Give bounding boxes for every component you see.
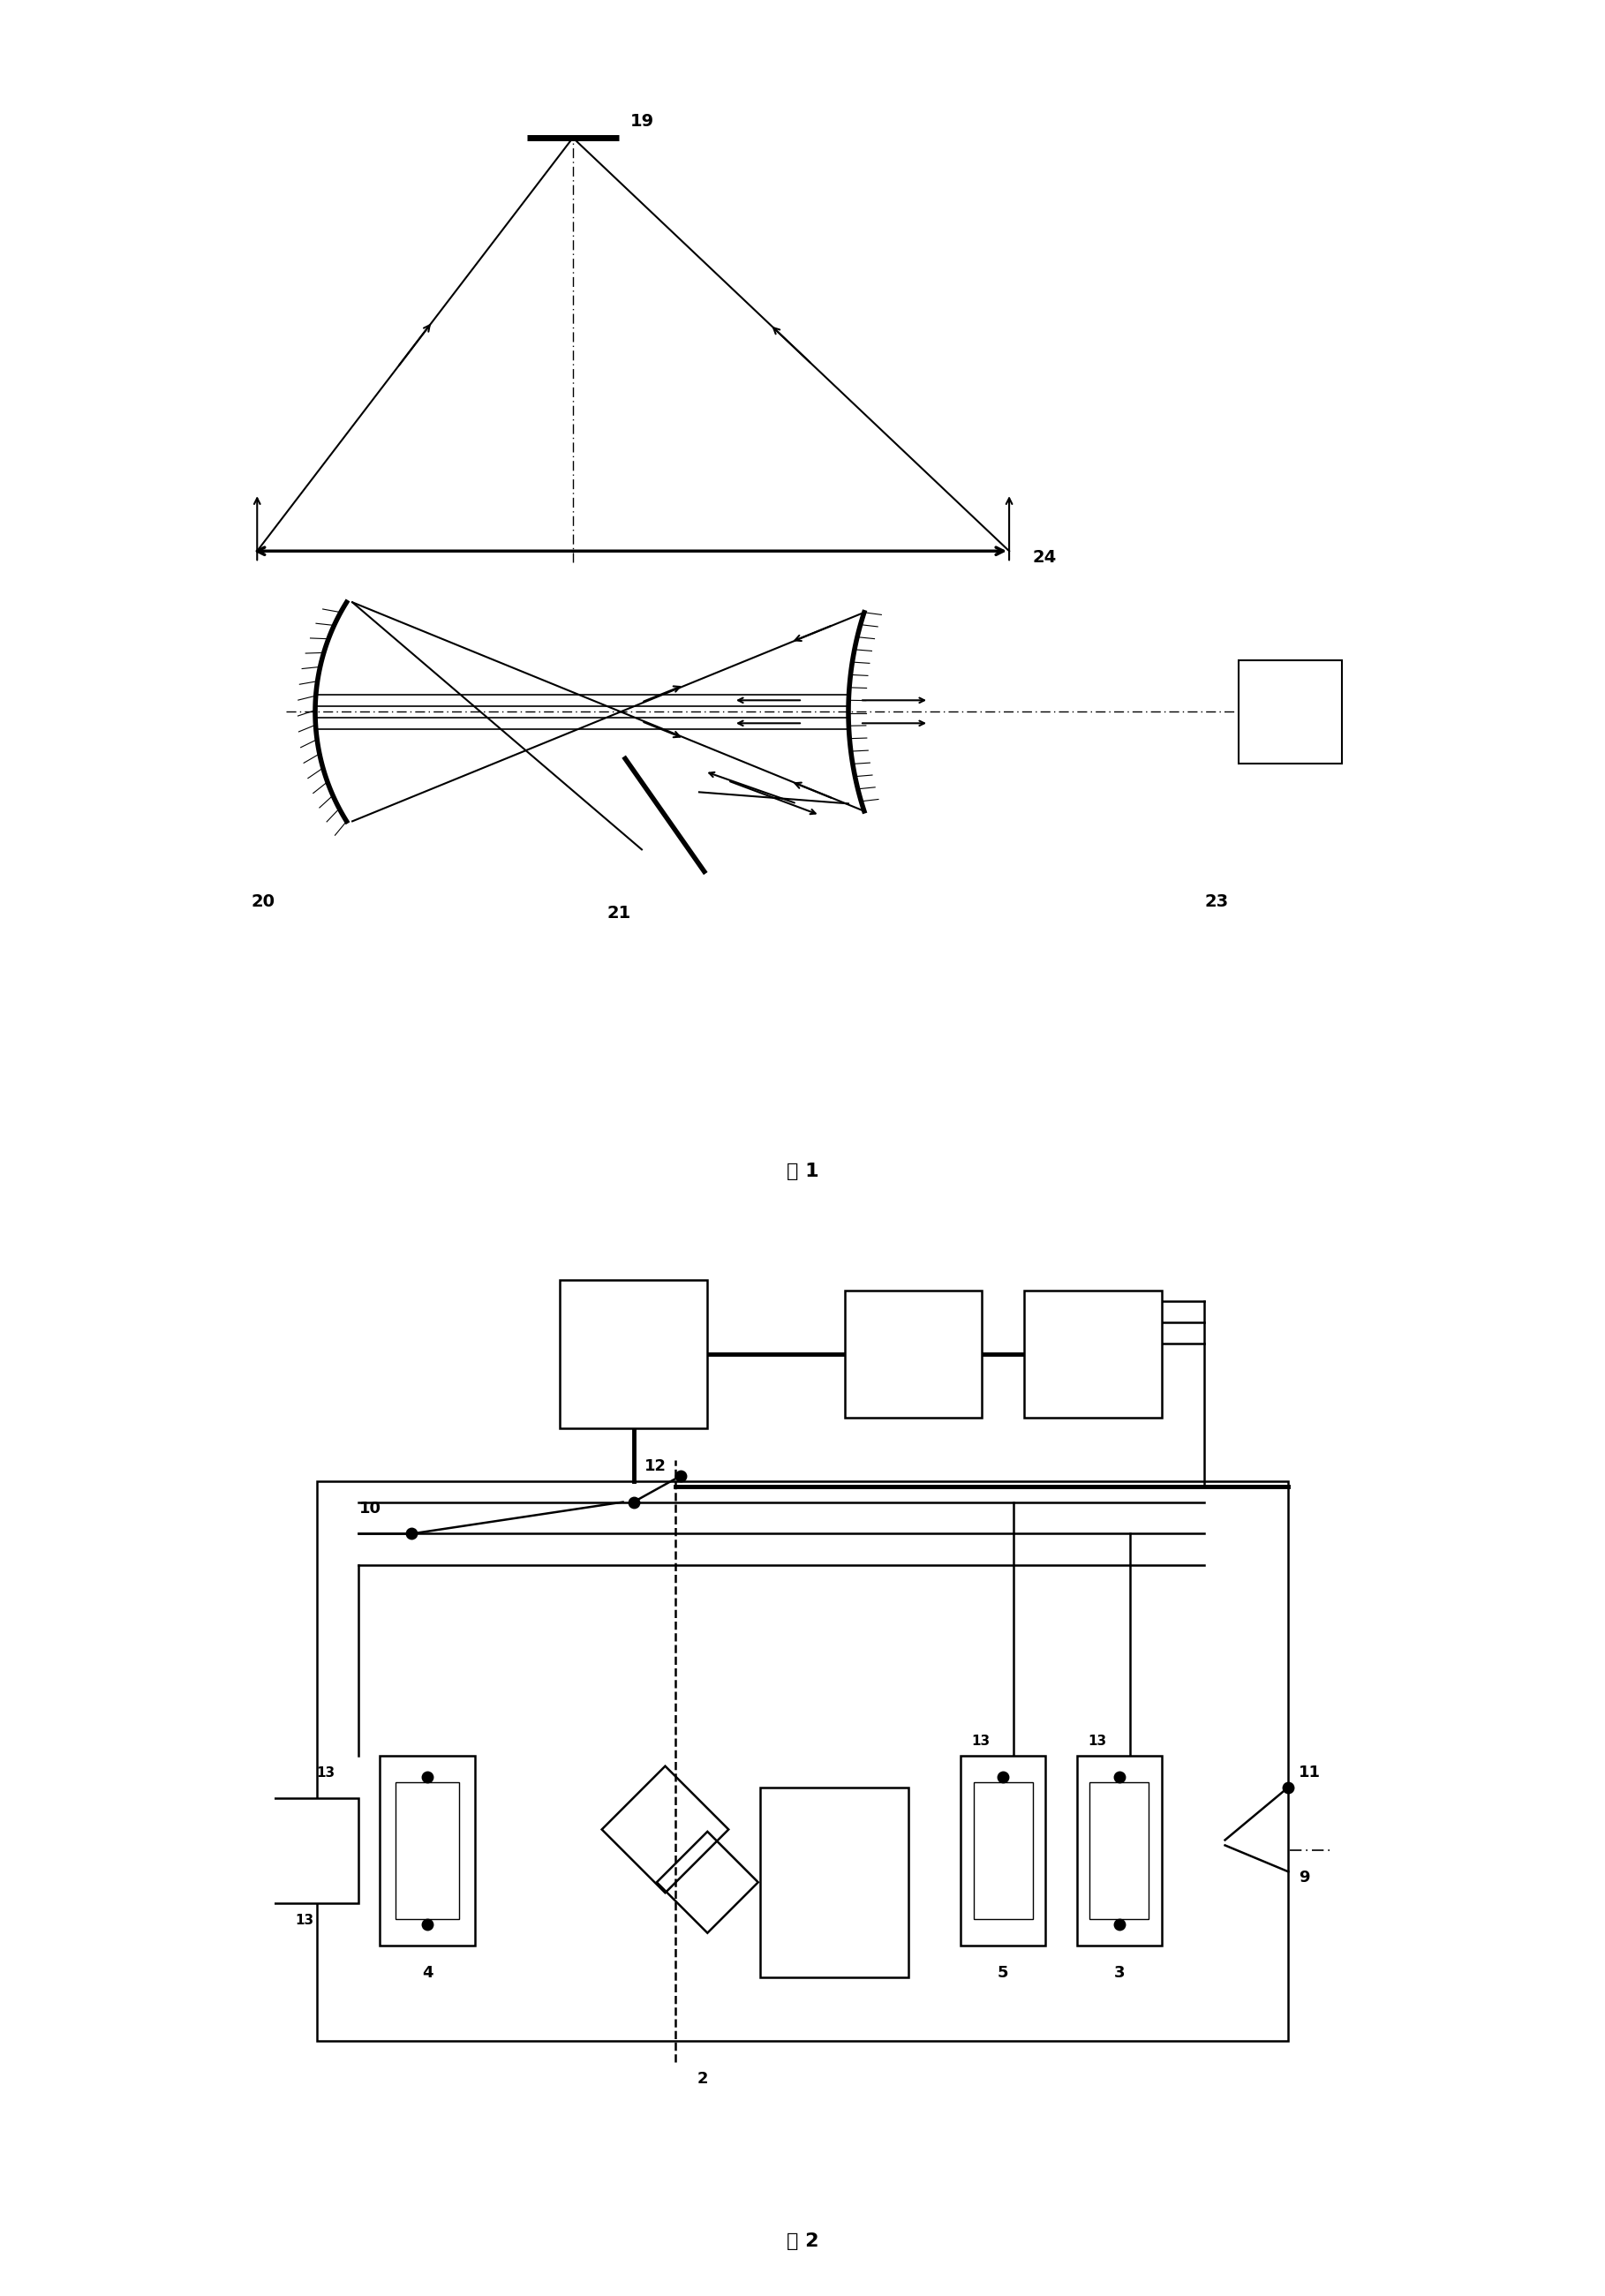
Text: 8: 8 bbox=[828, 1933, 839, 1949]
Bar bbox=[1239, 661, 1342, 762]
Bar bbox=[1090, 1782, 1149, 1919]
Text: 21: 21 bbox=[607, 905, 631, 923]
Text: 13: 13 bbox=[295, 1915, 315, 1926]
Bar bbox=[961, 1756, 1045, 1945]
Bar bbox=[396, 1782, 459, 1919]
Bar bbox=[560, 1281, 708, 1428]
Text: 24: 24 bbox=[1032, 549, 1056, 567]
Bar bbox=[974, 1782, 1032, 1919]
Text: 10: 10 bbox=[360, 1499, 380, 1515]
Bar bbox=[761, 1786, 908, 1977]
Text: 12: 12 bbox=[644, 1458, 666, 1474]
Text: 13: 13 bbox=[316, 1766, 335, 1779]
Bar bbox=[1024, 1290, 1162, 1417]
Bar bbox=[380, 1756, 475, 1945]
Text: 4: 4 bbox=[422, 1965, 433, 1981]
Text: 图 2: 图 2 bbox=[786, 2232, 819, 2250]
Text: 2: 2 bbox=[697, 2071, 708, 2087]
Text: 5: 5 bbox=[998, 1965, 1008, 1981]
Text: 20: 20 bbox=[252, 893, 274, 912]
Bar bbox=[844, 1290, 982, 1417]
Text: 18: 18 bbox=[300, 1844, 323, 1857]
Text: 图 1: 图 1 bbox=[786, 1162, 819, 1180]
Text: 6: 6 bbox=[907, 1345, 920, 1364]
Bar bbox=[263, 1798, 360, 1903]
Text: 23: 23 bbox=[1204, 893, 1228, 912]
Bar bbox=[316, 1481, 1289, 2041]
Text: 22: 22 bbox=[1279, 705, 1302, 719]
Text: 13: 13 bbox=[971, 1733, 990, 1747]
Text: 7: 7 bbox=[1087, 1345, 1099, 1364]
Text: 3: 3 bbox=[1114, 1965, 1125, 1981]
Text: 9: 9 bbox=[1298, 1869, 1310, 1885]
Text: 13: 13 bbox=[1088, 1733, 1106, 1747]
Text: 11: 11 bbox=[1298, 1763, 1321, 1779]
Text: 19: 19 bbox=[631, 113, 655, 131]
Text: 1: 1 bbox=[628, 1345, 640, 1364]
Bar bbox=[1077, 1756, 1162, 1945]
